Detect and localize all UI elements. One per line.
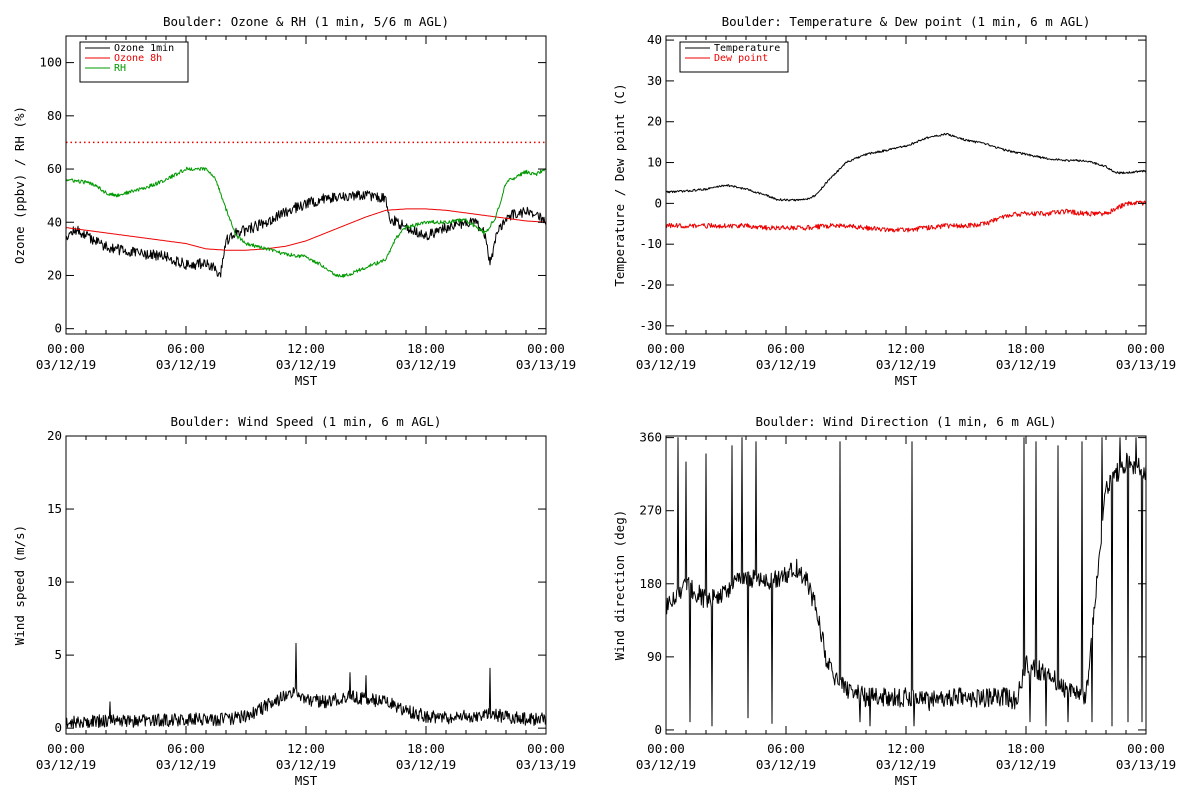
series-line-ozone-8h (65, 208, 547, 251)
x-tick-date-label: 03/12/19 (36, 757, 96, 772)
x-tick-time-label: 18:00 (1007, 741, 1045, 756)
y-tick-label: 40 (47, 214, 62, 229)
x-tick-time-label: 00:00 (647, 741, 685, 756)
y-axis-label: Temperature / Dew point (C) (612, 83, 627, 286)
y-axis-label: Wind direction (deg) (612, 510, 627, 661)
series-line-data (65, 642, 547, 729)
series-line-data (665, 437, 1147, 727)
y-tick-label: 80 (47, 108, 62, 123)
y-axis-label: Ozone (ppbv) / RH (%) (12, 106, 27, 264)
x-tick-time-label: 12:00 (287, 341, 325, 356)
series-line-rh (65, 166, 547, 278)
x-tick-time-label: 00:00 (1127, 341, 1165, 356)
y-axis-label: Wind speed (m/s) (12, 525, 27, 645)
chart-temperature: Boulder: Temperature & Dew point (1 min,… (612, 14, 1176, 388)
series-line-ozone-1min (65, 190, 547, 278)
y-tick-label: 5 (54, 647, 62, 662)
y-tick-label: 0 (654, 722, 662, 737)
y-tick-label: 180 (639, 576, 662, 591)
x-tick-date-label: 03/12/19 (756, 357, 816, 372)
x-tick-time-label: 12:00 (887, 741, 925, 756)
chart-wind-speed: Boulder: Wind Speed (1 min, 6 m AGL) Wind… (12, 414, 576, 788)
x-tick-time-label: 06:00 (167, 741, 205, 756)
chart-ozone: Boulder: Ozone & RH (1 min, 5/6 m AGL) Oz… (12, 14, 576, 388)
series-line-temperature (665, 132, 1147, 202)
legend-label: Ozone 1min (114, 43, 174, 54)
chart-title: Boulder: Wind Direction (1 min, 6 m AGL) (755, 414, 1056, 429)
x-axis-label: MST (295, 373, 318, 388)
x-tick-time-label: 00:00 (647, 341, 685, 356)
series-line-dew-point (665, 200, 1147, 233)
legend-box (679, 41, 789, 73)
y-tick-label: 100 (39, 55, 62, 70)
y-tick-label: -20 (639, 277, 662, 292)
x-tick-time-label: 18:00 (407, 341, 445, 356)
x-axis-label: MST (895, 373, 918, 388)
x-tick-time-label: 18:00 (407, 741, 445, 756)
x-tick-date-label: 03/13/19 (1116, 757, 1176, 772)
legend-box (79, 41, 189, 83)
x-tick-date-label: 03/13/19 (1116, 357, 1176, 372)
y-tick-label: 270 (639, 503, 662, 518)
legend-label: Ozone 8h (114, 53, 162, 64)
y-tick-label: 60 (47, 161, 62, 176)
x-tick-date-label: 03/12/19 (636, 757, 696, 772)
legend-label: Temperature (714, 43, 780, 54)
y-tick-label: 10 (47, 574, 62, 589)
x-tick-date-label: 03/12/19 (276, 757, 336, 772)
x-tick-time-label: 00:00 (47, 341, 85, 356)
chart-title: Boulder: Temperature & Dew point (1 min,… (722, 14, 1091, 29)
x-tick-time-label: 06:00 (767, 341, 805, 356)
x-tick-date-label: 03/12/19 (276, 357, 336, 372)
x-tick-time-label: 12:00 (887, 341, 925, 356)
y-tick-label: 20 (47, 267, 62, 282)
y-tick-label: 40 (647, 32, 662, 47)
x-tick-time-label: 00:00 (527, 341, 565, 356)
x-tick-date-label: 03/13/19 (516, 357, 576, 372)
legend-label: Dew point (714, 53, 768, 64)
y-tick-label: 20 (647, 114, 662, 129)
x-tick-date-label: 03/12/19 (156, 757, 216, 772)
y-tick-label: 20 (47, 428, 62, 443)
y-tick-label: 10 (647, 155, 662, 170)
x-tick-date-label: 03/12/19 (876, 357, 936, 372)
chart-title: Boulder: Wind Speed (1 min, 6 m AGL) (171, 414, 442, 429)
x-tick-date-label: 03/12/19 (396, 757, 456, 772)
x-axis-label: MST (295, 773, 318, 788)
y-tick-label: 0 (654, 195, 662, 210)
x-tick-date-label: 03/13/19 (516, 757, 576, 772)
y-tick-label: 0 (54, 720, 62, 735)
x-tick-date-label: 03/12/19 (996, 357, 1056, 372)
x-tick-time-label: 06:00 (167, 341, 205, 356)
x-tick-date-label: 03/12/19 (756, 757, 816, 772)
y-tick-label: -30 (639, 318, 662, 333)
chart-wind-direction: Boulder: Wind Direction (1 min, 6 m AGL)… (612, 414, 1176, 788)
x-tick-time-label: 00:00 (527, 741, 565, 756)
x-tick-date-label: 03/12/19 (156, 357, 216, 372)
x-tick-date-label: 03/12/19 (876, 757, 936, 772)
x-tick-date-label: 03/12/19 (396, 357, 456, 372)
x-tick-time-label: 00:00 (1127, 741, 1165, 756)
x-tick-date-label: 03/12/19 (636, 357, 696, 372)
x-tick-time-label: 18:00 (1007, 341, 1045, 356)
y-tick-label: 360 (639, 430, 662, 445)
x-tick-time-label: 12:00 (287, 741, 325, 756)
x-tick-date-label: 03/12/19 (996, 757, 1056, 772)
chart-title: Boulder: Ozone & RH (1 min, 5/6 m AGL) (163, 14, 449, 29)
y-tick-label: 30 (647, 73, 662, 88)
y-tick-label: 15 (47, 501, 62, 516)
x-axis-label: MST (895, 773, 918, 788)
x-tick-time-label: 00:00 (47, 741, 85, 756)
x-tick-time-label: 06:00 (767, 741, 805, 756)
x-tick-date-label: 03/12/19 (36, 357, 96, 372)
y-tick-label: 90 (647, 649, 662, 664)
y-tick-label: 0 (54, 321, 62, 336)
legend-label: RH (114, 63, 126, 74)
y-tick-label: -10 (639, 236, 662, 251)
